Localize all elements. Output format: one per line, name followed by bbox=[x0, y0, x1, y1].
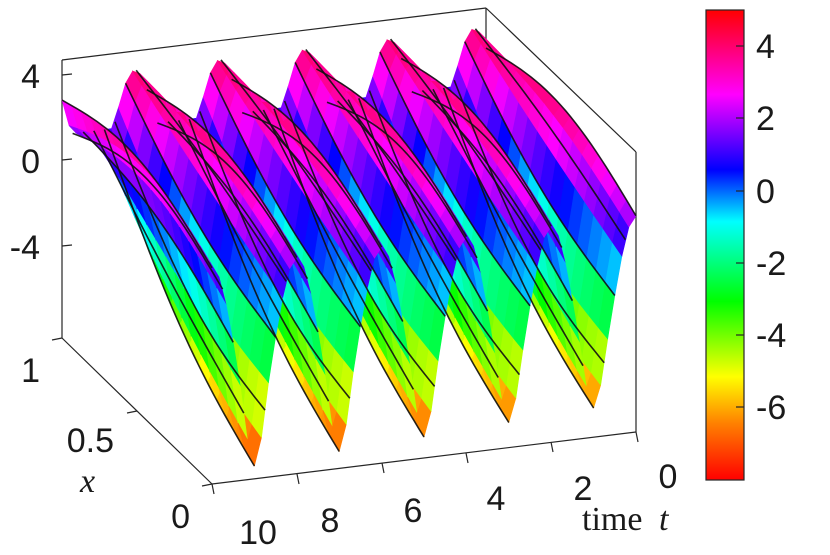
z-tick-label: -4 bbox=[10, 229, 40, 267]
z-tick-label: 4 bbox=[21, 58, 40, 96]
x-axis: 1 0.5 0 x bbox=[21, 337, 213, 536]
contour-line bbox=[262, 109, 415, 390]
x-tick-label: 1 bbox=[21, 352, 40, 390]
colorbar-tick-label: -2 bbox=[756, 245, 786, 283]
t-tick-label: 0 bbox=[659, 458, 678, 496]
colorbar-tick-label: -6 bbox=[756, 389, 786, 427]
t-tick-mark-2 bbox=[550, 441, 554, 453]
contour-line bbox=[72, 132, 224, 290]
contour-line bbox=[368, 90, 521, 376]
contour-line bbox=[326, 101, 478, 259]
right-top-edge bbox=[485, 7, 637, 153]
x-tick-mark-1 bbox=[51, 337, 63, 341]
contour-line bbox=[485, 47, 637, 217]
x-tick-mark-0 bbox=[201, 483, 213, 487]
x-tick-label: 0.5 bbox=[67, 422, 114, 460]
contour-line bbox=[135, 69, 287, 282]
colorbar-ticks bbox=[736, 45, 744, 408]
t-tick-mark-8 bbox=[296, 473, 300, 485]
t-tick-mark-10 bbox=[211, 483, 215, 495]
t-tick-label: 2 bbox=[574, 470, 593, 508]
t-axis-title-var: t bbox=[659, 501, 670, 538]
contour-line bbox=[432, 88, 584, 367]
z-tick-label: 0 bbox=[21, 143, 40, 181]
floor-t-edge bbox=[211, 431, 637, 485]
z-tick-mark-neg4 bbox=[61, 244, 73, 247]
t-tick-label: 8 bbox=[321, 502, 340, 540]
contour-line bbox=[199, 111, 351, 399]
colorbar: 4 2 0 -2 -4 -6 bbox=[705, 9, 786, 481]
contour-line bbox=[157, 122, 309, 280]
contour-line bbox=[188, 118, 340, 452]
x-tick-mark-05 bbox=[126, 410, 138, 414]
contour-line bbox=[294, 62, 446, 317]
colorbar-tick-label: 4 bbox=[756, 28, 775, 66]
t-axis-title-word: time bbox=[582, 501, 642, 538]
contour-line bbox=[220, 59, 372, 272]
contour-line bbox=[464, 41, 616, 296]
back-top-edge bbox=[61, 7, 487, 61]
contour-line bbox=[209, 72, 362, 328]
z-tick-mark-4 bbox=[61, 73, 73, 76]
contour-line bbox=[114, 121, 266, 411]
contour-line bbox=[358, 98, 510, 423]
contour-line bbox=[61, 99, 213, 269]
contour-line bbox=[103, 129, 256, 467]
contour-line bbox=[305, 49, 457, 261]
contour-line bbox=[273, 108, 425, 438]
x-axis-title: x bbox=[79, 463, 95, 500]
z-axis: 4 0 -4 bbox=[10, 58, 73, 267]
colorbar-tick-label: 0 bbox=[756, 173, 775, 211]
contour-line bbox=[93, 130, 245, 414]
t-tick-label: 10 bbox=[239, 514, 277, 552]
contour-line bbox=[283, 100, 436, 387]
contour-line bbox=[347, 99, 499, 378]
contour-line bbox=[453, 79, 605, 364]
t-tick-mark-4 bbox=[465, 452, 469, 464]
contour-line bbox=[411, 91, 563, 248]
t-axis-title: time t bbox=[582, 501, 670, 538]
t-tick-mark-6 bbox=[381, 462, 385, 474]
contour-line bbox=[400, 57, 552, 227]
t-tick-mark-0 bbox=[635, 431, 639, 443]
contour-line bbox=[146, 89, 298, 258]
contour-line bbox=[316, 68, 468, 238]
z-tick-mark-0 bbox=[61, 158, 73, 161]
t-tick-label: 4 bbox=[487, 480, 506, 518]
colorbar-tick-label: -4 bbox=[756, 317, 786, 355]
contour-lines bbox=[61, 28, 637, 467]
contour-line bbox=[379, 51, 531, 307]
contour-line bbox=[231, 78, 383, 248]
contour-line bbox=[177, 120, 330, 402]
contour-line bbox=[241, 111, 393, 269]
t-axis: 10 8 6 4 2 0 time t bbox=[211, 431, 678, 552]
x-tick-label: 0 bbox=[171, 498, 190, 536]
contour-line bbox=[124, 82, 277, 338]
contour-line bbox=[442, 87, 595, 409]
colorbar-tick-label: 2 bbox=[756, 100, 775, 138]
contour-line bbox=[474, 28, 627, 241]
t-tick-label: 6 bbox=[404, 492, 423, 530]
contour-line bbox=[389, 38, 542, 251]
colorbar-gradient bbox=[705, 9, 745, 481]
